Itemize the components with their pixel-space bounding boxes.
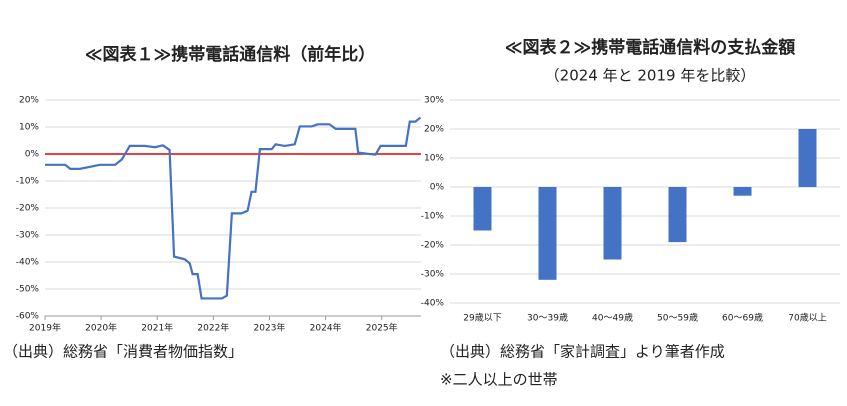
x-tick-label: 2022年 (197, 322, 229, 334)
bar (798, 129, 817, 187)
bar (538, 187, 557, 280)
bar (668, 187, 687, 243)
y-tick-label: 0% (430, 183, 445, 193)
x-tick-label: 2025年 (366, 322, 398, 334)
bar (473, 187, 492, 231)
y-tick-label: -20% (16, 204, 40, 214)
source: （出典）総務省「消費者物価指数」 (3, 343, 243, 361)
y-tick-label: 10% (19, 123, 39, 133)
x-tick-label: 50～59歳 (657, 312, 698, 324)
y-tick-label: 20% (424, 125, 444, 135)
source: （出典）総務省「家計調査」より筆者作成 (440, 343, 725, 361)
chart-subtitle: （2024 年と 2019 年を比較） (545, 67, 756, 85)
y-tick-label: -10% (421, 212, 445, 222)
y-tick-label: -50% (16, 285, 40, 295)
y-tick-label: -30% (421, 270, 445, 280)
x-tick-label: 2019年 (29, 322, 61, 334)
y-tick-label: 10% (424, 154, 444, 164)
x-tick-label: 2021年 (141, 322, 173, 334)
x-tick-label: 2023年 (254, 322, 286, 334)
y-tick-label: -40% (421, 299, 445, 309)
y-tick-label: -20% (421, 241, 445, 251)
bar (603, 187, 622, 260)
bar (733, 187, 752, 196)
x-tick-label: 40～49歳 (592, 312, 633, 324)
y-tick-label: -60% (16, 312, 40, 322)
y-tick-label: 20% (19, 96, 39, 106)
y-tick-label: 30% (424, 96, 444, 106)
chart-title: ≪図表２≫携帯電話通信料の支払金額 (505, 37, 796, 58)
note: ※二人以上の世帯 (440, 371, 558, 389)
y-tick-label: 0% (25, 150, 40, 160)
x-tick-label: 30～39歳 (527, 312, 568, 324)
y-tick-label: -10% (16, 177, 40, 187)
x-tick-label: 2020年 (85, 322, 117, 334)
x-tick-label: 60～69歳 (722, 312, 763, 324)
y-tick-label: -40% (16, 258, 40, 268)
chart-title: ≪図表１≫携帯電話通信料（前年比） (85, 44, 376, 65)
y-tick-label: -30% (16, 231, 40, 241)
x-tick-label: 29歳以下 (463, 312, 501, 324)
x-tick-label: 2024年 (310, 322, 342, 334)
line-series (45, 116, 422, 300)
x-tick-label: 70歳以上 (788, 312, 826, 324)
